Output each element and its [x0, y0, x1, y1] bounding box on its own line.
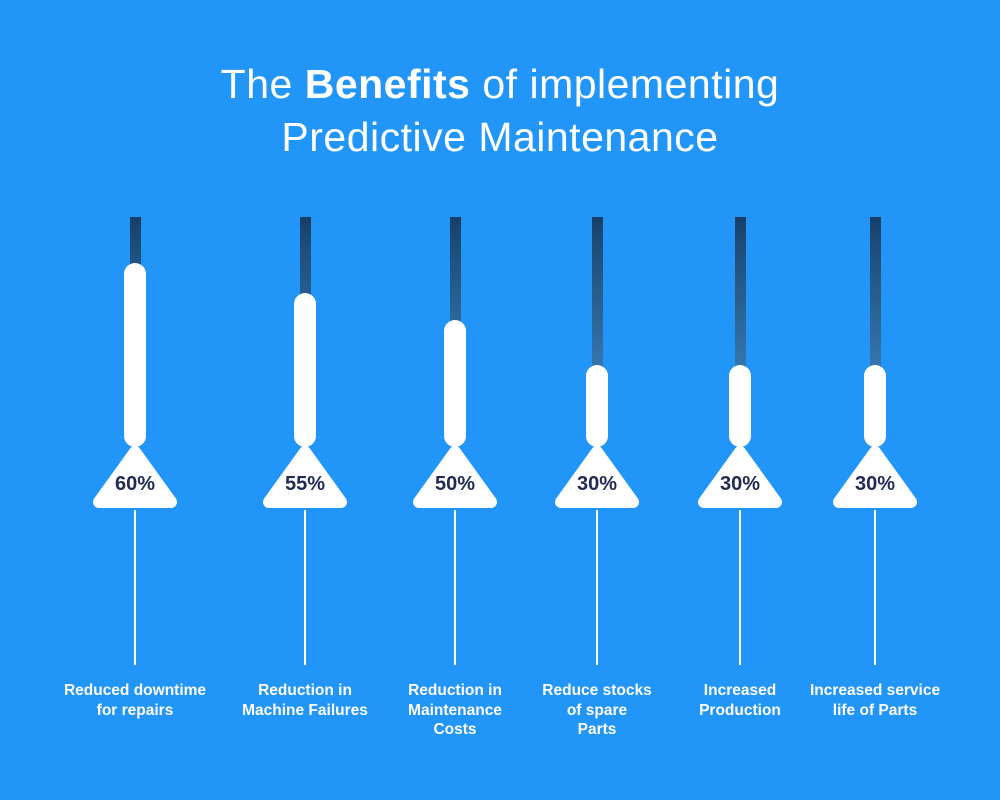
benefit-label: Reduce stocks of spare Parts: [542, 682, 652, 738]
connector-line: [454, 510, 456, 665]
connector-line: [304, 510, 306, 665]
pin-track-bar: [869, 217, 881, 447]
percent-value: 30%: [719, 473, 761, 495]
benefit-label: Reduced downtime for repairs: [63, 682, 207, 719]
title-highlight: Benefits: [304, 61, 471, 107]
pin-track-bar: [734, 217, 746, 447]
percent-value: 55%: [284, 473, 326, 495]
pin-capsule: [864, 365, 886, 447]
pin-triangle-icon: [698, 446, 782, 508]
pin-capsule: [124, 263, 146, 447]
title-text-after: of implementing: [470, 61, 780, 107]
pin-triangle-icon: [93, 446, 177, 508]
benefit-label: Increased Production: [699, 682, 781, 719]
pin-triangle-icon: [263, 446, 347, 508]
title-line2: Predictive Maintenance: [281, 114, 719, 160]
title-line1: The Benefits of implementing: [221, 61, 780, 107]
pin-capsule: [294, 293, 316, 447]
percent-value: 60%: [114, 473, 156, 495]
benefit-label: Increased service life of Parts: [809, 682, 941, 719]
percent-value: 30%: [854, 473, 896, 495]
pin-triangle-icon: [833, 446, 917, 508]
connector-line: [134, 510, 136, 665]
page-title: The Benefits of implementing Predictive …: [0, 58, 1000, 164]
percent-value: 30%: [576, 473, 618, 495]
pin-triangle-icon: [413, 446, 497, 508]
connector-line: [874, 510, 876, 665]
percent-value: 50%: [434, 473, 476, 495]
pin-capsule: [444, 320, 466, 447]
pin-capsule: [586, 365, 608, 447]
connector-line: [739, 510, 741, 665]
pin-capsule: [729, 365, 751, 447]
title-text-before: The: [220, 61, 305, 107]
pin-triangle-icon: [555, 446, 639, 508]
pin-track-bar: [591, 217, 603, 447]
connector-line: [596, 510, 598, 665]
benefit-label: Reduction in Maintenance Costs: [408, 682, 502, 738]
benefit-label: Reduction in Machine Failures: [242, 682, 368, 719]
